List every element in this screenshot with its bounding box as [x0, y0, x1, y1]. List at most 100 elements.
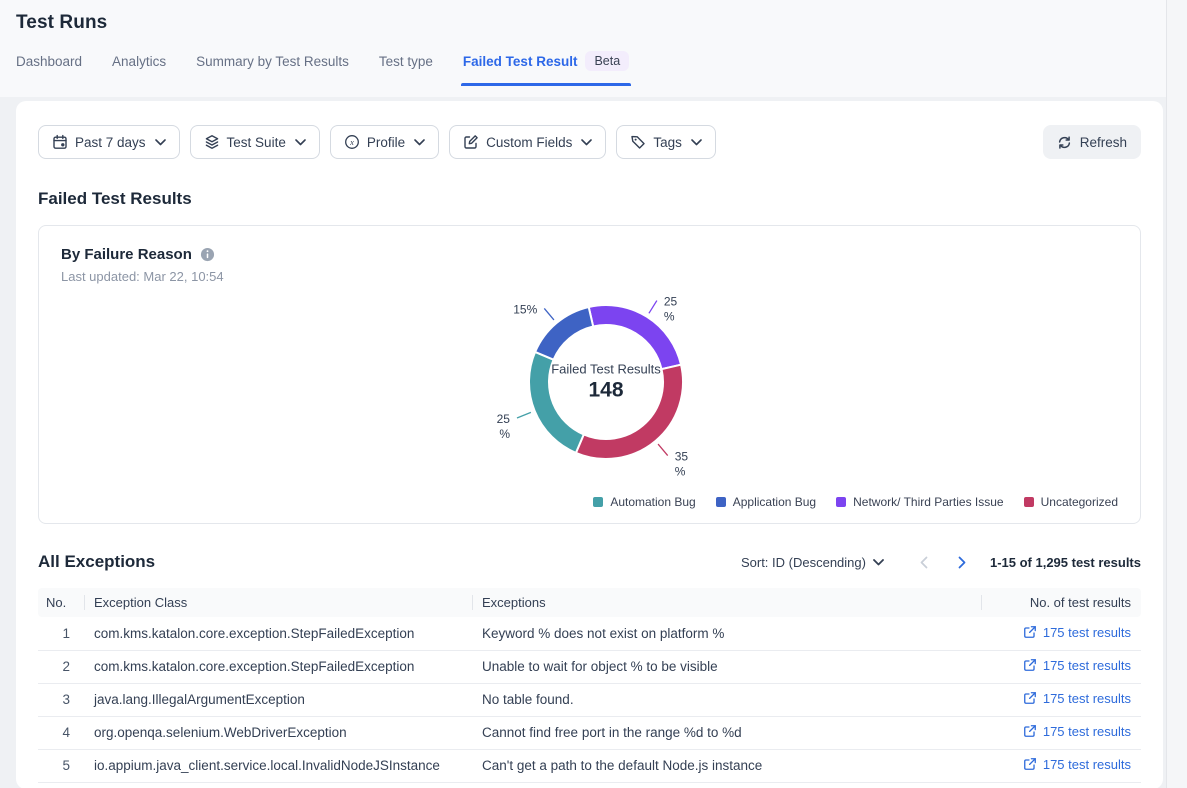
test-results-cell: 175 test results	[981, 716, 1141, 750]
tab-dashboard[interactable]: Dashboard	[16, 54, 82, 84]
test-results-link[interactable]: 175 test results	[1023, 625, 1131, 640]
filter-label: Profile	[366, 134, 406, 150]
tab-bar: Dashboard Analytics Summary by Test Result…	[16, 51, 1171, 86]
tab-label: Dashboard	[16, 53, 83, 69]
chevron-down-icon	[691, 138, 702, 146]
chevron-down-icon	[414, 138, 425, 146]
filter-label: Tags	[653, 134, 682, 150]
filter-group: Past 7 days Test Suite x Profile Custom Fiel…	[38, 125, 716, 159]
custom-fields-icon	[463, 134, 479, 150]
slice-label-line	[543, 308, 555, 321]
exception-class-cell: java.lang.IllegalArgumentException	[84, 683, 472, 717]
legend-swatch	[836, 497, 847, 507]
prev-page-button[interactable]	[918, 554, 930, 571]
slice-percent-label: 25%	[664, 295, 678, 324]
exception-message-cell: Unable to wait for object % to be visibl…	[472, 650, 981, 684]
legend-item-uncategorized[interactable]: Uncategorized	[1023, 495, 1118, 509]
layers-icon	[204, 134, 220, 150]
slice-label-line	[516, 411, 532, 419]
exception-message-cell: Keyword % does not exist on platform %	[472, 617, 981, 651]
tag-icon	[630, 134, 646, 150]
filter-custom-fields[interactable]: Custom Fields	[449, 125, 607, 159]
next-page-button[interactable]	[956, 554, 968, 571]
main-card: Past 7 days Test Suite x Profile Custom Fiel…	[16, 101, 1163, 788]
last-updated-text: Last updated: Mar 22, 10:54	[61, 269, 224, 284]
row-number: 2	[38, 650, 84, 684]
test-results-link-label: 175 test results	[1042, 690, 1131, 706]
refresh-icon	[1057, 135, 1072, 150]
row-number: 5	[38, 749, 84, 783]
chevron-down-icon	[154, 138, 166, 146]
exception-class-cell: com.kms.katalon.core.exception.StepFaile…	[84, 650, 472, 684]
legend-label: Uncategorized	[1040, 495, 1118, 509]
exception-message-cell: Cannot find free port in the range %d to…	[472, 716, 981, 750]
tab-label: Analytics	[112, 53, 167, 69]
donut-chart: 25% 35% 25% 15% Failed Test Results 148	[61, 286, 1118, 491]
legend-item-application-bug[interactable]: Application Bug	[715, 495, 817, 509]
refresh-label: Refresh	[1079, 134, 1127, 150]
refresh-button[interactable]: Refresh	[1042, 125, 1141, 159]
test-results-link-label: 175 test results	[1042, 624, 1131, 640]
exceptions-table: No. Exception Class Exceptions No. of test …	[38, 588, 1141, 783]
filter-label: Past 7 days	[75, 134, 146, 150]
page-title: Test Runs	[16, 12, 108, 33]
external-link-icon	[1023, 724, 1037, 738]
beta-badge: Beta	[585, 51, 630, 71]
variable-icon: x	[344, 134, 360, 150]
chart-card-title: By Failure Reason	[61, 246, 192, 263]
test-results-link-label: 175 test results	[1042, 657, 1131, 673]
slice-percent-label: 35%	[675, 450, 689, 479]
tab-analytics[interactable]: Analytics	[112, 54, 166, 84]
external-link-icon	[1023, 625, 1037, 639]
legend-swatch	[715, 497, 726, 507]
scrollbar-gutter[interactable]	[1166, 0, 1187, 788]
test-results-link[interactable]: 175 test results	[1023, 757, 1131, 772]
section-title: Failed Test Results	[38, 189, 192, 208]
row-number: 3	[38, 683, 84, 717]
exception-class-cell: org.openqa.selenium.WebDriverException	[84, 716, 472, 750]
tab-failed-test-result[interactable]: Failed Test Result Beta	[460, 51, 632, 86]
legend-item-automation-bug[interactable]: Automation Bug	[593, 495, 696, 509]
exceptions-title: All Exceptions	[38, 552, 156, 571]
row-number: 4	[38, 716, 84, 750]
external-link-icon	[1023, 691, 1037, 705]
table-row: 1 com.kms.katalon.core.exception.StepFail…	[38, 617, 1141, 651]
tab-label: Failed Test Result	[462, 53, 578, 69]
sort-dropdown[interactable]: Sort: ID (Descending)	[741, 555, 884, 570]
svg-text:x: x	[349, 137, 354, 147]
calendar-icon	[52, 134, 68, 150]
info-icon[interactable]	[200, 247, 215, 262]
test-results-cell: 175 test results	[981, 650, 1141, 684]
filter-tags[interactable]: Tags	[616, 125, 716, 159]
exception-class-cell: io.appium.java_client.service.local.Inva…	[84, 749, 472, 783]
pie-slice-automation-bug[interactable]	[528, 350, 586, 455]
pagination-count: 1-15 of 1,295 test results	[989, 554, 1141, 570]
test-results-link[interactable]: 175 test results	[1023, 658, 1131, 673]
exception-message-cell: No table found.	[472, 683, 981, 717]
row-number: 1	[38, 617, 84, 651]
test-results-cell: 175 test results	[981, 749, 1141, 783]
table-header-row: No. Exception Class Exceptions No. of test …	[38, 588, 1141, 617]
tab-test-type[interactable]: Test type	[379, 54, 433, 84]
pie-slice-uncategorized[interactable]	[574, 363, 684, 460]
filter-test-suite[interactable]: Test Suite	[189, 125, 320, 159]
chevron-down-icon	[873, 558, 884, 566]
table-row: 3 java.lang.IllegalArgumentException No ta…	[38, 683, 1141, 717]
pie-slice-application-bug[interactable]	[533, 305, 595, 362]
legend-label: Automation Bug	[610, 495, 696, 509]
tab-summary-by-test-results[interactable]: Summary by Test Results	[196, 54, 349, 84]
test-results-link-label: 175 test results	[1042, 723, 1131, 739]
table-row: 2 com.kms.katalon.core.exception.StepFail…	[38, 650, 1141, 684]
legend-item-network-third-parties-issue[interactable]: Network/ Third Parties Issue	[836, 495, 1004, 509]
filter-label: Custom Fields	[486, 134, 573, 150]
legend-swatch	[1023, 497, 1034, 507]
chevron-down-icon	[295, 138, 306, 146]
test-results-link[interactable]: 175 test results	[1023, 724, 1131, 739]
legend-label: Application Bug	[732, 495, 817, 509]
page-header: Test Runs Dashboard Analytics Summary by T…	[0, 0, 1187, 97]
filter-profile[interactable]: x Profile	[329, 125, 440, 159]
test-results-link[interactable]: 175 test results	[1023, 691, 1131, 706]
filter-past-7-days[interactable]: Past 7 days	[38, 125, 180, 159]
slice-percent-label: 25%	[497, 412, 511, 441]
filter-toolbar: Past 7 days Test Suite x Profile Custom Fiel…	[38, 125, 1141, 159]
